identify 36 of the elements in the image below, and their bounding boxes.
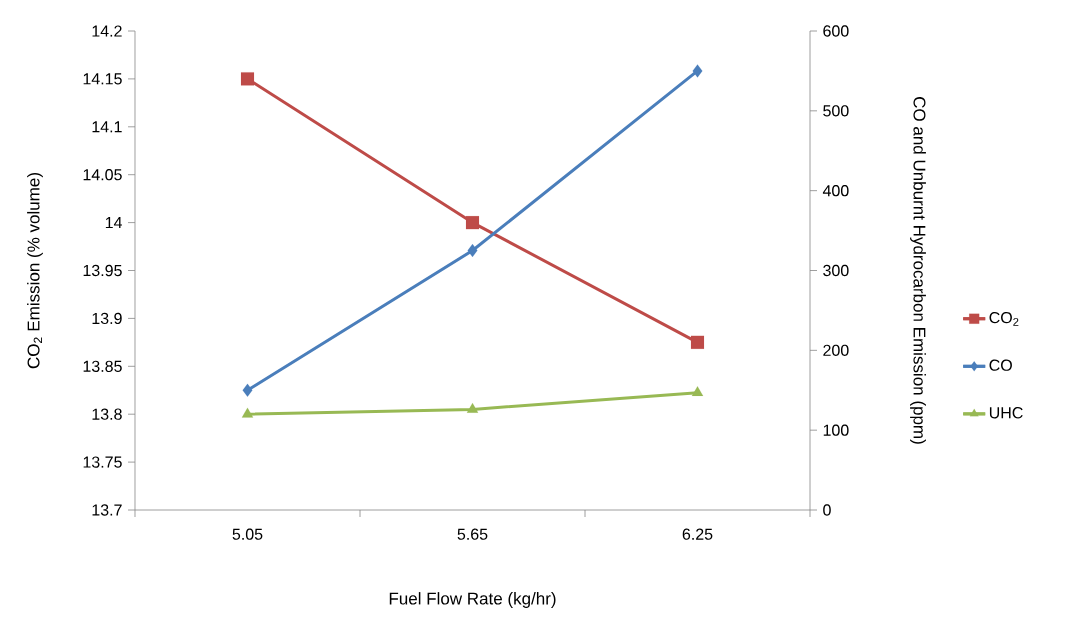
y2-tick-label: 600 [823,25,849,37]
x-tick-label: 5.65 [457,528,488,540]
point [241,407,254,418]
y-tick-label: 14 [105,217,122,229]
y-tick-label: 14.15 [83,73,122,85]
y-tick-label: 13.7 [92,504,122,516]
y-tick-label: 13.95 [83,264,122,277]
x-tick-label: 6.25 [682,528,713,540]
point [690,335,705,349]
y2-axis-title: CO and Unburnt Hydrocarbon Emission (ppm) [910,97,926,444]
y-tick-label: 13.85 [83,360,122,372]
y2-tick-label: 400 [822,185,849,197]
point [691,386,704,396]
point [240,72,255,86]
y2-tick-label: 300 [823,264,849,277]
legend-label: CO$_{2}$ [989,311,1019,326]
y-axis-title: CO$_{2}$ Emission (% volume) [27,173,43,369]
y-tick-label: 14.2 [92,25,122,37]
y2-tick-label: 0 [823,504,831,516]
y-tick-label: 14.05 [83,169,122,181]
y-tick-label: 13.9 [92,312,122,325]
point [242,383,253,397]
y-tick-label: 13.8 [92,408,122,420]
point [692,64,703,78]
point [465,216,480,230]
point [467,243,478,258]
x-tick-label: 5.05 [232,528,263,540]
y-tick-label: 14.1 [92,121,122,133]
y2-tick-label: 200 [823,344,849,356]
legend-label: UHC [989,407,1023,419]
point [466,402,479,413]
legend-label: CO [989,359,1012,371]
x-axis-title: Fuel Flow Rate (kg/hr) [389,592,556,608]
y2-tick-label: 100 [823,424,849,436]
y-tick-label: 13.75 [83,456,122,468]
y2-tick-label: 500 [823,105,849,117]
